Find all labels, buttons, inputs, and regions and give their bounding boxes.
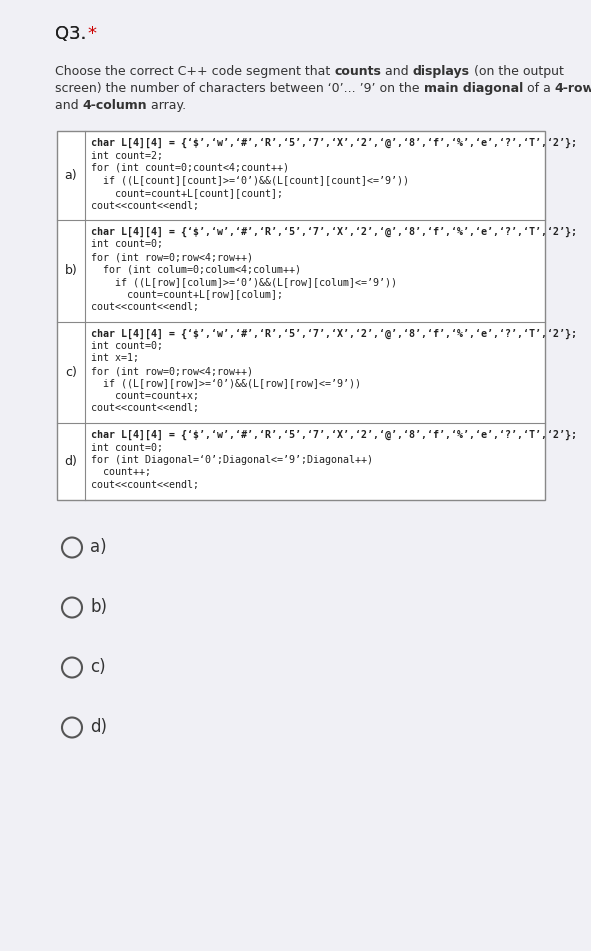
Text: cout<<count<<endl;: cout<<count<<endl; <box>91 403 199 414</box>
Text: for (int colum=0;colum<4;colum++): for (int colum=0;colum<4;colum++) <box>91 264 301 275</box>
Text: cout<<count<<endl;: cout<<count<<endl; <box>91 201 199 210</box>
Text: count=count+L[row][colum];: count=count+L[row][colum]; <box>91 289 283 300</box>
Text: int count=0;: int count=0; <box>91 442 163 453</box>
Text: d): d) <box>90 719 107 736</box>
Text: char L[4][4] = {‘$’,‘w’,‘#’,‘R’,‘5’,‘7’,‘X’,‘2’,‘@’,‘8’,‘f’,‘%’,‘e’,‘?’,‘T’,‘2’}: char L[4][4] = {‘$’,‘w’,‘#’,‘R’,‘5’,‘7’,… <box>91 328 577 339</box>
Text: counts: counts <box>335 65 381 78</box>
Text: char L[4][4] = {‘$’,‘w’,‘#’,‘R’,‘5’,‘7’,‘X’,‘2’,‘@’,‘8’,‘f’,‘%’,‘e’,‘?’,‘T’,‘2’}: char L[4][4] = {‘$’,‘w’,‘#’,‘R’,‘5’,‘7’,… <box>91 430 577 440</box>
Text: (on the output: (on the output <box>470 65 564 78</box>
Text: c): c) <box>65 366 77 378</box>
Text: *: * <box>87 25 96 43</box>
Text: displays: displays <box>413 65 470 78</box>
Text: main diagonal: main diagonal <box>424 82 523 95</box>
Text: int count=0;: int count=0; <box>91 341 163 351</box>
Text: Choose the correct C++ code segment that: Choose the correct C++ code segment that <box>55 65 335 78</box>
Bar <box>57 131 545 499</box>
Text: of a: of a <box>523 82 554 95</box>
Text: Q3.: Q3. <box>55 25 92 43</box>
Text: b): b) <box>90 598 107 616</box>
Text: c): c) <box>90 658 106 676</box>
Text: char L[4][4] = {‘$’,‘w’,‘#’,‘R’,‘5’,‘7’,‘X’,‘2’,‘@’,‘8’,‘f’,‘%’,‘e’,‘?’,‘T’,‘2’}: char L[4][4] = {‘$’,‘w’,‘#’,‘R’,‘5’,‘7’,… <box>91 227 577 237</box>
Text: and: and <box>381 65 413 78</box>
Text: int count=2;: int count=2; <box>91 150 163 161</box>
Text: count=count+L[count][count];: count=count+L[count][count]; <box>91 188 283 198</box>
Text: b): b) <box>64 264 77 278</box>
Text: a): a) <box>64 169 77 182</box>
Text: 4-row: 4-row <box>554 82 591 95</box>
Text: for (int row=0;row<4;row++): for (int row=0;row<4;row++) <box>91 252 253 262</box>
Text: if ((L[row][colum]>=‘0’)&&(L[row][colum]<=’9’)): if ((L[row][colum]>=‘0’)&&(L[row][colum]… <box>91 277 397 287</box>
Text: char L[4][4] = {‘$’,‘w’,‘#’,‘R’,‘5’,‘7’,‘X’,‘2’,‘@’,‘8’,‘f’,‘%’,‘e’,‘?’,‘T’,‘2’}: char L[4][4] = {‘$’,‘w’,‘#’,‘R’,‘5’,‘7’,… <box>91 138 577 148</box>
Text: count=count+x;: count=count+x; <box>91 391 199 401</box>
Text: a): a) <box>90 538 106 556</box>
Text: count++;: count++; <box>91 468 151 477</box>
Text: if ((L[row][row]>=‘0’)&&(L[row][row]<=’9’)): if ((L[row][row]>=‘0’)&&(L[row][row]<=’9… <box>91 378 361 389</box>
Text: if ((L[count][count]>=‘0’)&&(L[count][count]<=’9’)): if ((L[count][count]>=‘0’)&&(L[count][co… <box>91 176 409 185</box>
Text: int x=1;: int x=1; <box>91 354 139 363</box>
Text: Q3.: Q3. <box>55 25 92 43</box>
Text: for (int row=0;row<4;row++): for (int row=0;row<4;row++) <box>91 366 253 376</box>
Text: for (int count=0;count<4;count++): for (int count=0;count<4;count++) <box>91 163 289 173</box>
Text: for (int Diagonal=‘0’;Diagonal<=’9’;Diagonal++): for (int Diagonal=‘0’;Diagonal<=’9’;Diag… <box>91 455 373 465</box>
Text: screen) the number of characters between ‘0’... ’9’ on the: screen) the number of characters between… <box>55 82 424 95</box>
Text: d): d) <box>64 455 77 468</box>
Text: 4-column: 4-column <box>83 99 147 112</box>
Text: int count=0;: int count=0; <box>91 240 163 249</box>
Text: array.: array. <box>147 99 186 112</box>
Text: cout<<count<<endl;: cout<<count<<endl; <box>91 302 199 312</box>
Text: cout<<count<<endl;: cout<<count<<endl; <box>91 480 199 490</box>
Text: and: and <box>55 99 83 112</box>
